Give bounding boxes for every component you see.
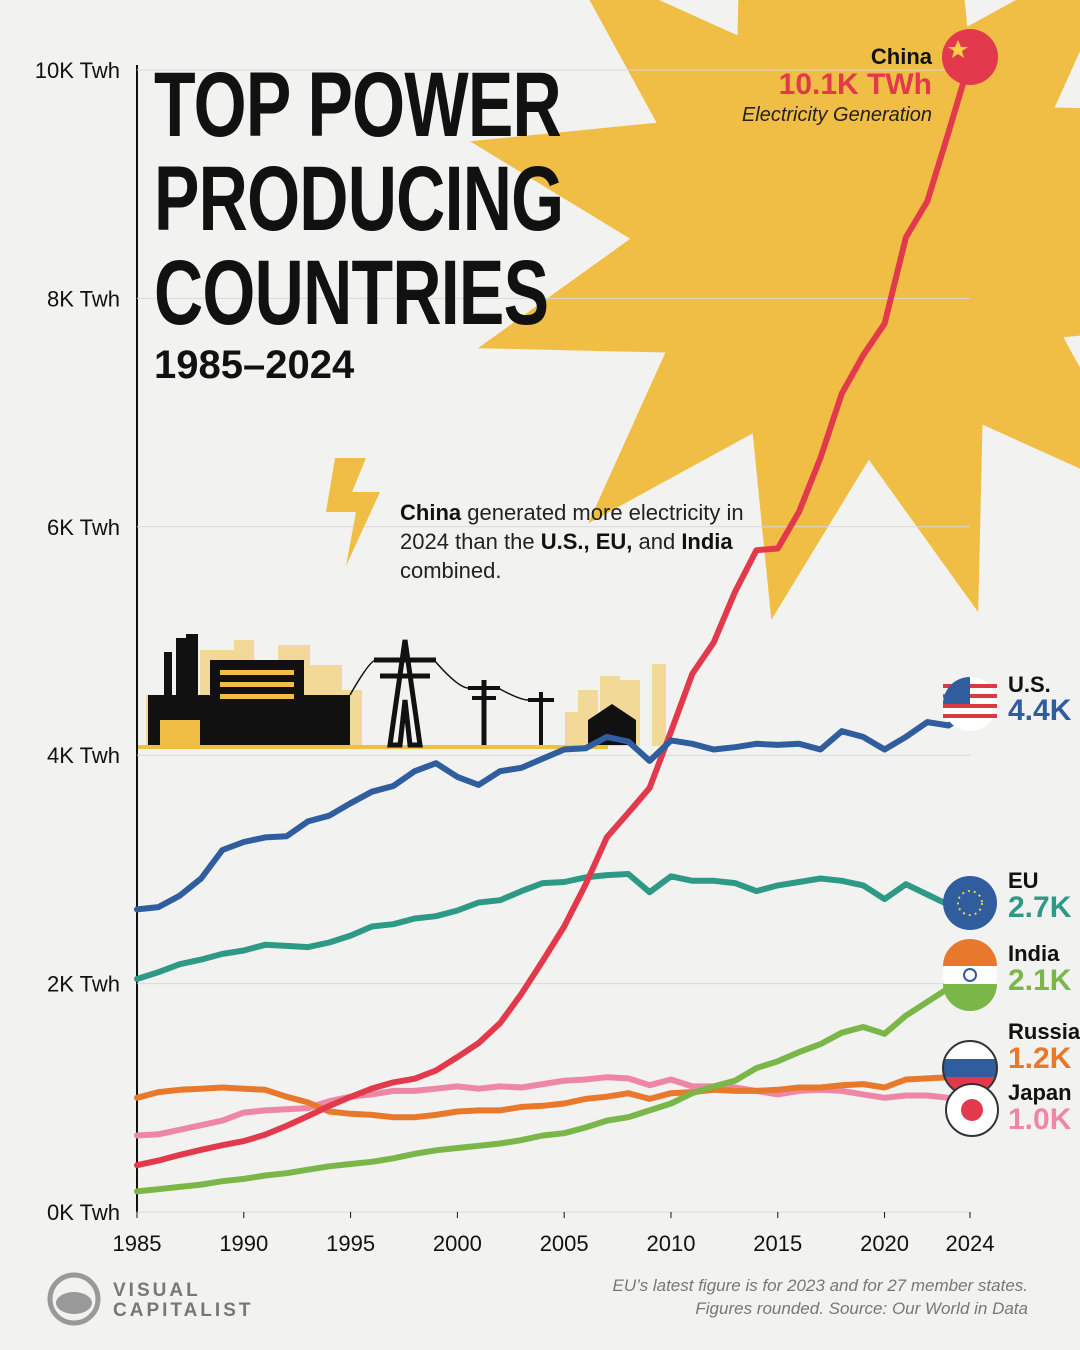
annotation-text: China — [400, 500, 462, 525]
flags — [942, 29, 999, 1137]
annotation: China generated more electricity in 2024… — [400, 498, 745, 585]
legend-value: 1.0K — [1008, 1103, 1072, 1136]
series-line — [134, 1072, 973, 1121]
y-tick-label: 6K Twh — [47, 515, 120, 540]
legend-value: 2.1K — [1008, 964, 1072, 997]
series-line — [134, 973, 973, 1195]
x-tick-label: 2010 — [646, 1231, 695, 1256]
footnotes: EU’s latest figure is for 2023 and for 2… — [613, 1274, 1028, 1320]
brand-line: CAPITALIST — [113, 1300, 254, 1321]
footnote: Figures rounded. Source: Our World in Da… — [695, 1299, 1028, 1318]
x-tick-label: 2005 — [540, 1231, 589, 1256]
annotation-text: U.S., EU, — [540, 529, 633, 554]
series-line — [134, 1074, 973, 1139]
y-tick-label: 8K Twh — [47, 286, 120, 311]
skyline-illustration — [138, 634, 666, 749]
footnote: EU’s latest figure is for 2023 and for 2… — [612, 1276, 1028, 1295]
x-tick-label: 2024 — [946, 1231, 995, 1256]
legend-name: EU — [1008, 868, 1039, 893]
china-flag — [942, 29, 998, 85]
legend-value: 4.4K — [1008, 694, 1072, 727]
series-line — [134, 708, 973, 913]
y-tick-label: 10K Twh — [35, 58, 120, 83]
annotation-text: generated more electricity in 2024 than … — [400, 500, 744, 554]
legend-value: 2.7K — [1008, 891, 1072, 924]
subtitle: 1985–2024 — [154, 343, 355, 387]
sun-shape — [470, 0, 1080, 620]
title-line: COUNTRIES — [154, 242, 549, 344]
x-tick-label: 2020 — [860, 1231, 909, 1256]
x-tick-label: 2015 — [753, 1231, 802, 1256]
annotation-text: and — [632, 529, 682, 554]
x-tick-label: 2000 — [433, 1231, 482, 1256]
x-tick-label: 1995 — [326, 1231, 375, 1256]
legend-value: 1.2K — [1008, 1042, 1072, 1075]
legend-name: China — [871, 44, 933, 69]
x-tick-label: 1990 — [219, 1231, 268, 1256]
lightning-icon — [326, 458, 380, 566]
brand-line: VISUAL — [113, 1280, 201, 1301]
title: TOP POWER PRODUCING COUNTRIES — [154, 54, 564, 344]
brand: VISUAL CAPITALIST — [113, 1281, 253, 1321]
eu-flag — [943, 876, 997, 930]
series-line — [134, 871, 952, 982]
y-tick-label: 4K Twh — [47, 743, 120, 768]
legend-name: Russia — [1008, 1019, 1080, 1044]
legend-value: 10.1K TWh — [779, 68, 932, 101]
y-tick-label: 2K Twh — [47, 972, 120, 997]
brand-logo — [47, 1272, 101, 1326]
legend-name: India — [1008, 941, 1060, 966]
title-line: TOP POWER — [154, 54, 562, 156]
sun-decoration — [470, 0, 1080, 620]
annotation-text: combined. — [400, 558, 502, 583]
title-line: PRODUCING — [154, 148, 564, 250]
legend-name: Japan — [1008, 1080, 1072, 1105]
series-line — [134, 57, 973, 1169]
legend-name: U.S. — [1008, 672, 1051, 697]
y-tick-label: 0K Twh — [47, 1200, 120, 1225]
metric-label: Electricity Generation — [742, 104, 932, 126]
x-tick-label: 1985 — [113, 1231, 162, 1256]
annotation-text: India — [681, 529, 733, 554]
